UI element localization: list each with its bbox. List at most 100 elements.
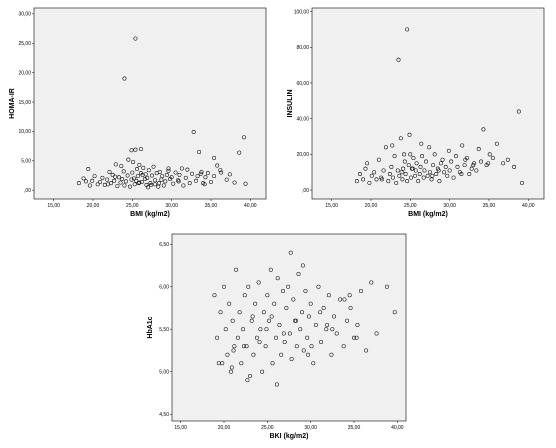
homa-data-point [173,170,178,175]
homa-data-point [138,147,143,152]
hba1c-data-point [268,267,273,272]
homa-data-point [166,168,171,173]
homa-y-tick-label: 25,00 [18,41,31,47]
homa-data-point [232,180,237,185]
hba1c-data-point [242,293,247,298]
homa-data-point [133,147,138,152]
hba1c-x-tick-label: 15,00 [174,425,187,431]
hba1c-x-tick-label: 35,00 [348,425,361,431]
insulin-data-point [419,141,424,146]
homa-x-tick-label: 25,00 [126,203,139,209]
insulin-data-point [451,175,456,180]
homa-data-point [135,167,139,172]
homa-data-point [212,174,217,179]
hba1c-data-point [300,310,304,315]
homa-data-point [95,182,100,187]
insulin-x-tick-label: 15,00 [325,203,338,209]
homa-data-point [169,175,174,180]
homa-data-point [100,175,105,180]
hba1c-data-point [215,335,220,340]
hba1c-data-point [306,352,311,357]
hba1c-scatter-chart: 15,00 20,00 25,00 30,00 35,00 40,00 4,50 5,00 5,… [147,233,407,440]
homa-data-point [83,179,88,184]
hba1c-data-point [374,331,379,336]
homa-plot-area [33,7,267,200]
homa-data-point [149,182,154,187]
insulin-data-point [376,157,381,162]
insulin-x-tick-label: 20,00 [365,203,378,209]
hba1c-data-point [230,318,235,323]
hba1c-data-point [277,322,282,327]
homa-data-point [237,150,242,155]
homa-data-point [156,184,161,189]
homa-data-point [159,177,164,182]
homa-data-point [191,130,196,134]
hba1c-data-point [249,318,254,323]
hba1c-data-point [341,344,346,349]
homa-data-point [151,164,156,169]
hba1c-data-point [287,331,292,336]
insulin-data-point [380,177,384,182]
hba1c-data-point [330,327,335,332]
hba1c-x-axis-label: BKI (kg/m2) [270,433,309,440]
hba1c-data-point [309,344,314,349]
homa-data-point [127,184,132,189]
hba1c-data-point [311,361,316,366]
homa-x-tick-label: 40,00 [244,203,257,209]
homa-data-point [112,178,117,183]
hba1c-data-point [303,288,308,293]
hba1c-plot-area [171,233,407,422]
insulin-data-point [414,161,419,166]
insulin-data-point [374,177,379,182]
homa-data-point [134,178,139,183]
hba1c-data-point [265,293,270,298]
hba1c-data-point [258,327,263,332]
hba1c-data-point [272,301,277,306]
insulin-data-point [413,173,417,178]
hba1c-data-point [253,301,258,306]
hba1c-y-tick-label: 5,50 [159,327,169,333]
homa-data-point [197,150,202,154]
insulin-data-point [435,166,440,171]
hba1c-data-point [329,352,334,357]
insulin-data-point [439,161,443,166]
homa-data-point [195,174,200,179]
hba1c-data-point [274,382,279,387]
homa-data-point [122,183,127,188]
homa-y-tick-label: 15,00 [18,100,31,106]
insulin-data-point [494,141,499,146]
insulin-data-point [406,163,411,168]
homa-data-point [129,148,134,153]
insulin-data-point [422,168,427,173]
hba1c-data-point [298,327,303,332]
homa-data-point [76,181,81,186]
insulin-y-tick-label: 80,00 [296,45,309,51]
homa-data-point [137,180,142,185]
hba1c-data-point [345,318,350,323]
homa-y-tick-label: 5,00 [21,159,31,165]
hba1c-data-point [235,335,240,340]
insulin-data-point [474,168,479,173]
homa-data-point [164,172,169,177]
insulin-data-point [402,152,406,157]
hba1c-data-point [348,305,353,310]
hba1c-data-point [225,352,230,357]
hba1c-scatter-panel: 15,00 20,00 25,00 30,00 35,00 40,00 4,50 5,00 5,… [130,228,420,448]
homa-ir-scatter-chart: 15,00 20,00 25,00 30,00 35,00 40,00 ,00 5,00 10,… [9,7,267,218]
homa-data-point [194,178,198,183]
hba1c-data-point [358,288,363,293]
insulin-data-point [431,163,436,168]
hba1c-data-point [284,305,289,310]
homa-data-point [227,172,232,177]
hba1c-data-point [257,339,262,344]
homa-data-point [113,162,118,167]
hba1c-data-point [227,301,232,306]
insulin-data-point [381,168,386,173]
insulin-x-tick-label: 30,00 [443,203,456,209]
insulin-y-tick-label: 60,00 [296,81,309,87]
insulin-data-point [361,177,366,182]
hba1c-data-point [256,280,261,285]
homa-data-point [243,181,248,186]
insulin-data-point [417,172,422,176]
hba1c-data-point [313,322,318,327]
